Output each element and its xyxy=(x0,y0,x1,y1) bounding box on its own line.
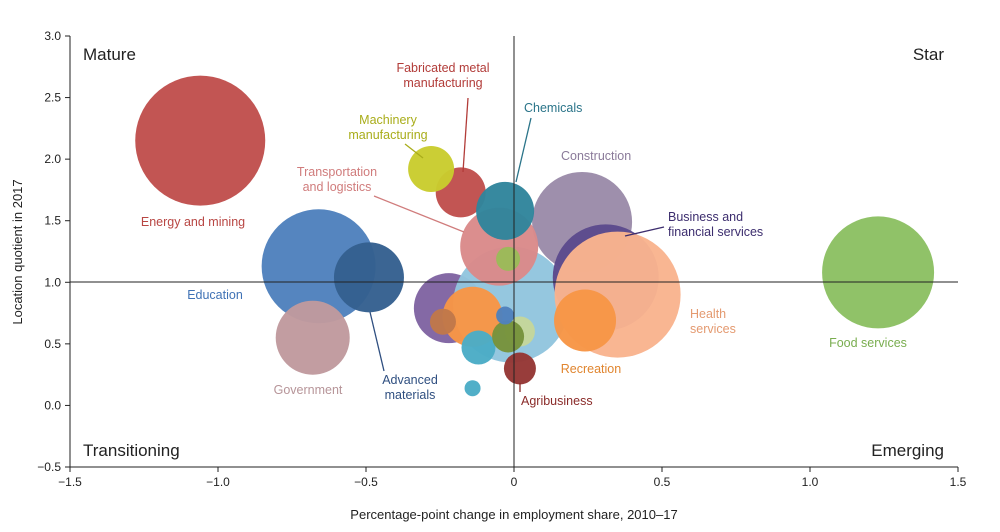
x-tick-label: 0.5 xyxy=(654,475,671,489)
y-tick-label: 1.0 xyxy=(44,275,61,289)
label-health-services: Health services xyxy=(690,307,736,336)
bubble-unlabeled-small-blue xyxy=(496,306,515,325)
bubble-unlabeled-teal-small xyxy=(464,380,481,397)
leader-line-transportation-and-logistics xyxy=(373,195,465,233)
leader-line-fabricated-metal-manufacturing xyxy=(462,97,469,173)
bubbles-layer xyxy=(135,75,935,397)
x-tick-label: 1.5 xyxy=(950,475,967,489)
y-tick-label: 0.0 xyxy=(44,398,61,412)
label-machinery-manufacturing: Machinery manufacturing xyxy=(348,113,427,142)
x-axis-title: Percentage-point change in employment sh… xyxy=(350,507,677,522)
leader-lines xyxy=(369,97,665,392)
bubble-unlabeled-olive xyxy=(492,320,525,353)
bubble-energy-and-mining xyxy=(135,75,266,206)
bubble-recreation xyxy=(554,289,617,352)
y-tick-label: 0.5 xyxy=(44,337,61,351)
label-recreation: Recreation xyxy=(561,362,621,376)
y-tick-label: 3.0 xyxy=(44,29,61,43)
leader-line-chemicals xyxy=(515,117,532,183)
label-education: Education xyxy=(187,288,243,302)
bubble-unlabeled-small-green xyxy=(496,246,521,271)
y-tick-label: −0.5 xyxy=(37,460,61,474)
label-government: Government xyxy=(274,383,343,397)
x-tick-label: −0.5 xyxy=(354,475,378,489)
x-tick-label: −1.5 xyxy=(58,475,82,489)
label-construction: Construction xyxy=(561,149,631,163)
label-advanced-materials: Advanced materials xyxy=(382,373,438,402)
bubble-unlabeled-cyan xyxy=(461,330,496,365)
label-energy-and-mining: Energy and mining xyxy=(141,215,245,229)
bubble-machinery-manufacturing xyxy=(408,145,455,192)
x-tick-label: 1.0 xyxy=(802,475,819,489)
label-fabricated-metal-manufacturing: Fabricated metal manufacturing xyxy=(396,61,489,90)
bubble-unlabeled-brown xyxy=(429,308,456,335)
bubble-labels: Energy and mining Education Government Adva… xyxy=(141,61,907,408)
bubble-chemicals xyxy=(476,181,535,240)
quadrant-label-mature: Mature xyxy=(83,45,136,64)
label-business-and-financial-services: Business and financial services xyxy=(668,210,763,239)
leader-line-advanced-materials xyxy=(369,311,385,372)
bubble-unlabeled-orange xyxy=(442,286,503,347)
bubble-government xyxy=(275,300,350,375)
bubble-food-services xyxy=(822,216,935,329)
y-tick-label: 2.5 xyxy=(44,91,61,105)
bubble-advanced-materials xyxy=(333,242,404,313)
label-agribusiness: Agribusiness xyxy=(521,394,593,408)
y-axis-title: Location quotient in 2017 xyxy=(10,179,25,324)
quadrant-label-emerging: Emerging xyxy=(871,441,944,460)
quadrant-label-star: Star xyxy=(913,45,945,64)
ticks-layer: −1.5 −1.0 −0.5 0 0.5 1.0 1.5 −0.5 0.0 0.5 1.0 1.5 2.… xyxy=(37,29,966,489)
x-tick-label: 0 xyxy=(511,475,518,489)
leader-line-machinery-manufacturing xyxy=(404,143,424,159)
leader-line-business-and-financial-services xyxy=(624,226,665,237)
y-tick-label: 1.5 xyxy=(44,214,61,228)
bubble-agribusiness xyxy=(503,352,536,385)
label-chemicals: Chemicals xyxy=(524,101,582,115)
label-food-services: Food services xyxy=(829,336,907,350)
quadrant-label-transitioning: Transitioning xyxy=(83,441,180,460)
y-tick-label: 2.0 xyxy=(44,152,61,166)
label-transportation-and-logistics: Transportation and logistics xyxy=(297,165,377,194)
x-tick-label: −1.0 xyxy=(206,475,230,489)
